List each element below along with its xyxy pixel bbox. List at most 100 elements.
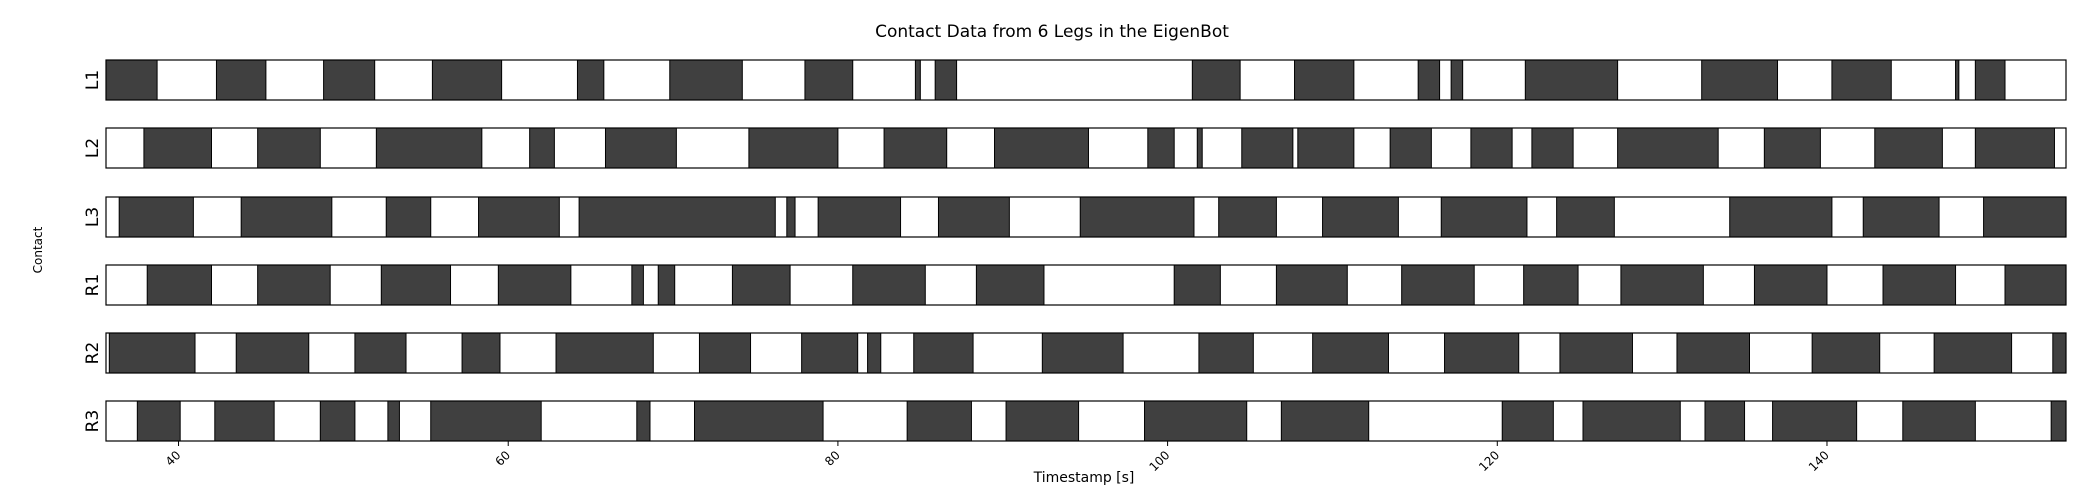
contact-segment-l2-17 — [1763, 127, 1821, 169]
contact-segment-r1-3 — [380, 264, 452, 306]
contact-segment-r3-2 — [214, 400, 275, 442]
contact-segment-l3-9 — [1079, 196, 1195, 238]
contact-segment-r1-12 — [1401, 264, 1475, 306]
contact-segment-r1-2 — [257, 264, 331, 306]
x-tick-label-140: 140 — [1806, 448, 1832, 474]
contact-segment-l3-5 — [578, 196, 776, 238]
contact-segment-r3-17 — [2050, 400, 2067, 442]
contact-segment-r1-8 — [852, 264, 926, 306]
contact-segment-r2-15 — [1676, 332, 1750, 374]
contact-segment-l1-12 — [1417, 59, 1441, 101]
y-axis-label: Contact — [31, 226, 45, 273]
contact-segment-r1-5 — [631, 264, 644, 306]
chart-title: Contact Data from 6 Legs in the EigenBot — [875, 22, 1229, 42]
contact-segment-l2-12 — [1297, 127, 1355, 169]
row-label-l1: L1 — [83, 70, 103, 90]
contact-segment-l1-4 — [431, 59, 503, 101]
row-frame-r3 — [105, 400, 2067, 442]
row-label-r1: R1 — [83, 274, 103, 297]
contact-segment-l3-13 — [1556, 196, 1615, 238]
contact-segment-l3-14 — [1729, 196, 1833, 238]
contact-segment-l1-16 — [1831, 59, 1892, 101]
contact-segment-l1-3 — [323, 59, 376, 101]
row-label-l2: L2 — [83, 138, 103, 158]
contact-segment-l3-10 — [1218, 196, 1277, 238]
x-axis-label: Timestamp [s] — [1033, 470, 1135, 486]
contact-segment-l2-4 — [529, 127, 555, 169]
contact-segment-l2-2 — [257, 127, 321, 169]
leg-row-l1: L1 — [83, 59, 2067, 101]
contact-segment-l1-9 — [934, 59, 958, 101]
contact-segment-l2-19 — [1974, 127, 2055, 169]
contact-segment-r1-11 — [1275, 264, 1348, 306]
contact-segment-r1-7 — [731, 264, 791, 306]
contact-segment-r2-9 — [913, 332, 974, 374]
contact-segment-l2-8 — [994, 127, 1089, 169]
contact-segment-l1-1 — [105, 59, 158, 101]
row-frame-r2 — [105, 332, 2067, 374]
contact-segment-r3-5 — [430, 400, 542, 442]
leg-rows: L1 L2 L3 R1 R2 R3 — [83, 59, 2067, 442]
contact-segment-l3-7 — [817, 196, 902, 238]
leg-row-r2: R2 — [83, 332, 2067, 374]
contact-segment-r2-5 — [555, 332, 654, 374]
contact-segment-r2-6 — [698, 332, 752, 374]
contact-segment-l2-15 — [1531, 127, 1574, 169]
contact-segment-r2-12 — [1312, 332, 1389, 374]
contact-segment-r2-7 — [801, 332, 859, 374]
contact-segment-l2-16 — [1617, 127, 1719, 169]
leg-row-r3: R3 — [83, 400, 2067, 442]
contact-segment-l1-17 — [1955, 59, 1960, 101]
contact-segment-l2-10 — [1196, 127, 1203, 169]
x-tick-label-40: 40 — [163, 448, 184, 469]
contact-segment-r2-13 — [1444, 332, 1520, 374]
contact-segment-l2-14 — [1470, 127, 1513, 169]
contact-segment-r2-10 — [1041, 332, 1124, 374]
contact-segment-r2-2 — [235, 332, 310, 374]
contact-segment-r2-8 — [867, 332, 882, 374]
contact-segment-r3-10 — [1144, 400, 1248, 442]
contact-segment-r2-16 — [1811, 332, 1881, 374]
x-tick-label-80: 80 — [822, 448, 843, 469]
contact-segment-l3-11 — [1322, 196, 1399, 238]
row-background-r3 — [106, 401, 2066, 441]
contact-segment-r3-3 — [319, 400, 356, 442]
contact-segment-r2-3 — [354, 332, 407, 374]
contact-segment-l2-9 — [1147, 127, 1175, 169]
contact-segment-l2-6 — [748, 127, 839, 169]
x-tick-label-60: 60 — [492, 448, 513, 469]
contact-segment-l2-3 — [375, 127, 483, 169]
contact-segment-l3-4 — [478, 196, 560, 238]
contact-segment-r3-6 — [636, 400, 651, 442]
contact-segment-l3-8 — [937, 196, 1010, 238]
contact-segment-r2-4 — [461, 332, 501, 374]
contact-segment-r2-14 — [1559, 332, 1633, 374]
contact-segment-l1-11 — [1294, 59, 1355, 101]
contact-segment-l3-1 — [118, 196, 194, 238]
contact-segment-r1-1 — [146, 264, 213, 306]
contact-segment-r1-9 — [975, 264, 1045, 306]
contact-segment-r1-10 — [1173, 264, 1221, 306]
contact-segment-r3-7 — [693, 400, 824, 442]
contact-segment-l3-15 — [1862, 196, 1940, 238]
contact-segment-l2-7 — [883, 127, 948, 169]
contact-segment-l1-13 — [1450, 59, 1464, 101]
x-axis-ticks: 40 60 80 100 120 140 — [163, 441, 1832, 474]
contact-segment-l3-3 — [385, 196, 432, 238]
contact-segment-r3-11 — [1280, 400, 1370, 442]
contact-segment-r2-1 — [108, 332, 196, 374]
contact-segment-r2-17 — [1933, 332, 2013, 374]
contact-segment-r3-9 — [1005, 400, 1080, 442]
contact-segment-l2-1 — [143, 127, 213, 169]
contact-segment-l1-18 — [1974, 59, 2006, 101]
contact-segment-r3-12 — [1501, 400, 1554, 442]
contact-segment-l3-6 — [786, 196, 796, 238]
contact-segment-l2-18 — [1874, 127, 1943, 169]
contact-segment-r3-13 — [1582, 400, 1681, 442]
contact-segment-r1-13 — [1523, 264, 1579, 306]
contact-segment-r1-16 — [1882, 264, 1957, 306]
contact-segment-r1-15 — [1753, 264, 1828, 306]
row-frame-l3 — [105, 196, 2067, 238]
leg-row-l3: L3 — [83, 196, 2067, 238]
contact-segment-l1-7 — [804, 59, 854, 101]
